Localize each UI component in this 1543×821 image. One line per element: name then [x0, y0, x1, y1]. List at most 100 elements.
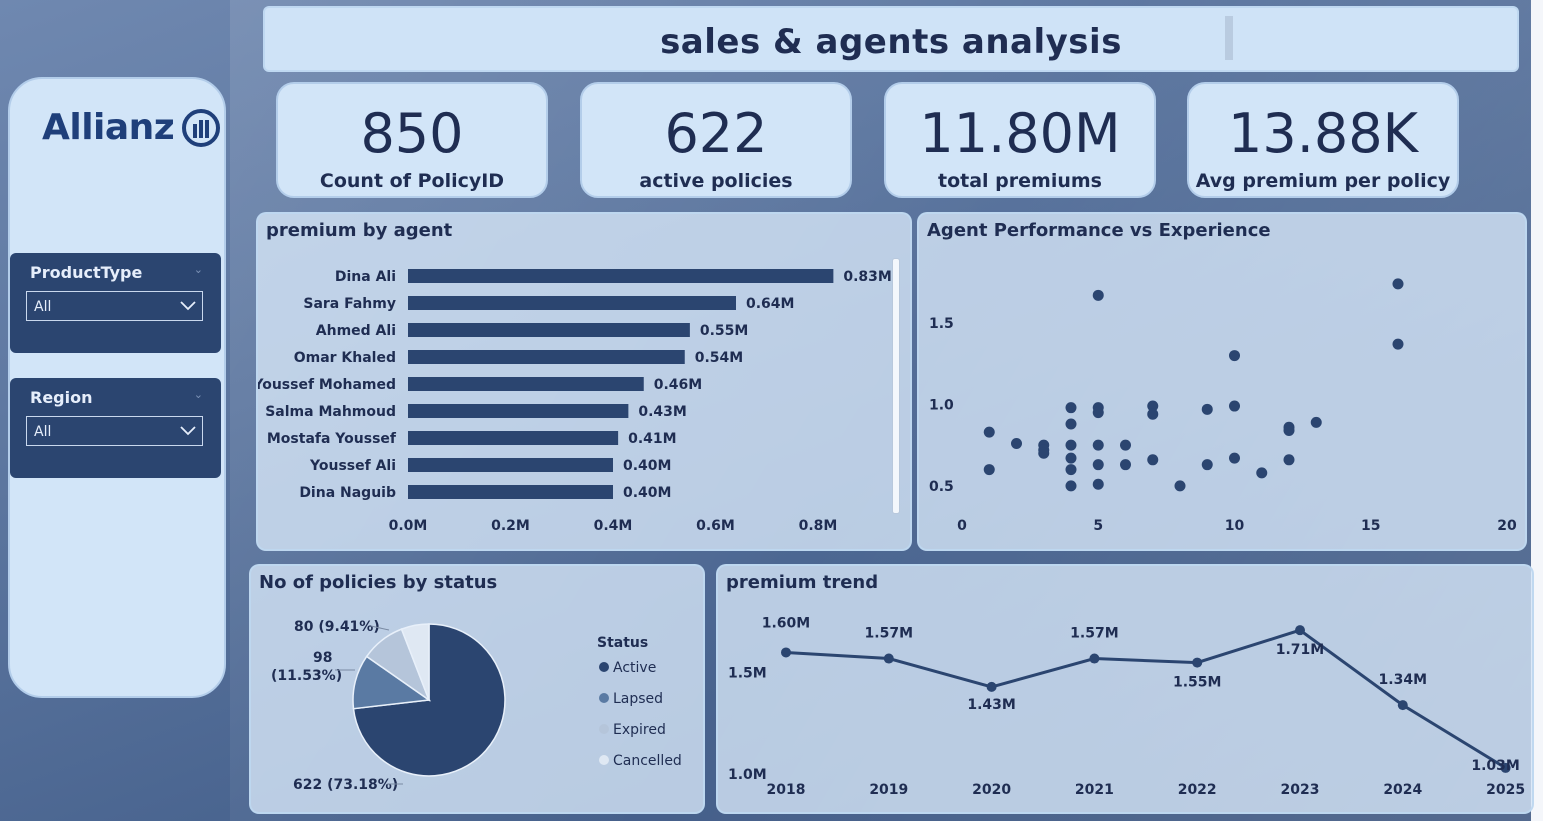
kpi-label: active policies — [639, 170, 793, 192]
kpi-card-total-premiums: 11.80M total premiums — [884, 82, 1156, 198]
premium-by-agent-chart: premium by agent Dina Ali 0.83M Sara Fahmy… — [256, 212, 912, 551]
scatter-point — [1038, 447, 1050, 459]
pie-data-label: (11.53%) — [271, 668, 342, 684]
x-tick-label: 15 — [1361, 518, 1380, 534]
dropdown-value: All — [34, 299, 52, 315]
agent-label: Salma Mahmoud — [265, 404, 396, 420]
x-tick-label: 2025 — [1486, 782, 1525, 798]
scatter-point — [1120, 459, 1131, 471]
x-tick-label: 0 — [957, 518, 967, 534]
trend-data-label: 1.71M — [1276, 642, 1324, 658]
trend-point — [1295, 625, 1305, 636]
scatter-point — [983, 426, 995, 438]
bar-chart-canvas: Dina Ali 0.83M Sara Fahmy 0.64M Ahmed Ali 0.5… — [258, 269, 892, 534]
x-tick-label: 0.6M — [696, 518, 735, 534]
legend-item: Cancelled — [613, 753, 682, 769]
pie-leader-line — [370, 625, 390, 631]
trend-data-label: 1.57M — [1070, 626, 1118, 642]
clear-filter-icon[interactable]: ⌄ — [193, 388, 203, 401]
bar-data-label: 0.40M — [623, 485, 671, 501]
scatter-point — [1092, 289, 1104, 301]
scatter-point — [1065, 418, 1077, 430]
kpi-label: Count of PolicyID — [319, 170, 505, 192]
product-type-slicer: ProductType ⌄ All — [10, 253, 221, 353]
trend-data-label: 1.57M — [865, 626, 913, 642]
agent-label: Dina Ali — [335, 269, 396, 285]
kpi-label: total premiums — [938, 170, 1102, 192]
scatter-point — [1201, 459, 1213, 471]
agent-bar — [408, 323, 690, 337]
legend-item: Lapsed — [613, 691, 663, 707]
x-tick-label: 2018 — [767, 782, 806, 798]
line-chart-canvas: 1.0M 1.5M 1.60M 2018 1.57M 2019 1.43M 2020 1.57M… — [728, 615, 1525, 798]
kpi-value: 13.88K — [1227, 102, 1418, 165]
agent-label: Mostafa Youssef — [267, 431, 397, 447]
trend-point — [883, 653, 894, 664]
page-title-bar: sales & agents analysis — [263, 6, 1519, 72]
bar-data-label: 0.54M — [695, 350, 743, 366]
scatter-point — [1092, 407, 1104, 419]
scatter-point — [1092, 459, 1104, 471]
chart-title: No of policies by status — [259, 572, 498, 593]
kpi-value: 11.80M — [919, 102, 1121, 165]
scatter-point — [1229, 400, 1240, 412]
x-tick-label: 0.8M — [799, 518, 838, 534]
trend-data-label: 1.43M — [967, 697, 1015, 713]
chart-scrollbar[interactable] — [892, 258, 900, 514]
trend-data-label: 1.34M — [1379, 672, 1427, 688]
y-tick-label: 1.5 — [929, 316, 954, 332]
agent-label: Youssef Ali — [309, 458, 396, 474]
scatter-point — [1392, 338, 1404, 350]
legend-marker — [599, 755, 609, 765]
y-tick-label: 1.5M — [728, 666, 767, 682]
pie-slice — [400, 623, 430, 701]
x-tick-label: 20 — [1497, 518, 1517, 534]
trend-point — [1089, 653, 1100, 664]
agent-bar — [408, 269, 834, 283]
agent-bar — [408, 377, 644, 391]
scatter-point — [1065, 452, 1077, 464]
pie-data-label: 622 (73.18%) — [293, 777, 398, 793]
chart-title: Agent Performance vs Experience — [927, 220, 1271, 241]
scatter-point — [1120, 439, 1131, 451]
policies-by-status-chart: No of policies by status 622 (73.18%) 98 (… — [249, 564, 705, 814]
kpi-card-avg-premium: 13.88K Avg premium per policy — [1187, 82, 1459, 198]
scatter-point — [1283, 454, 1295, 466]
slicer-label-region: Region — [30, 388, 93, 407]
product-type-dropdown[interactable]: All — [26, 291, 203, 321]
pie-data-label: 80 (9.41%) — [294, 619, 380, 635]
x-tick-label: 2021 — [1075, 782, 1114, 798]
x-tick-label: 5 — [1093, 518, 1103, 534]
premium-trend-chart: premium trend 1.0M 1.5M 1.60M 2018 1.57M 2019… — [716, 564, 1534, 814]
allianz-logo-icon — [182, 108, 221, 147]
trend-data-label: 1.60M — [762, 615, 810, 631]
kpi-card-policy-count: 850 Count of PolicyID — [276, 82, 548, 198]
agent-bar — [408, 431, 619, 445]
scatter-point — [1092, 439, 1104, 451]
clear-filter-icon[interactable]: ⌄ — [193, 263, 203, 276]
trend-point — [1192, 657, 1203, 668]
trend-data-label: 1.03M — [1471, 758, 1519, 774]
scatter-point — [1011, 438, 1022, 450]
scatter-point — [1065, 402, 1077, 414]
scatter-point — [1392, 278, 1404, 290]
agent-bar — [408, 350, 685, 364]
scatter-point — [1147, 408, 1159, 420]
agent-label: Ahmed Ali — [316, 323, 396, 339]
region-dropdown[interactable]: All — [26, 416, 203, 446]
bar-data-label: 0.55M — [700, 323, 748, 339]
legend-title: Status — [597, 635, 648, 651]
agent-bar — [408, 404, 629, 418]
agent-bar — [408, 458, 613, 472]
y-tick-label: 1.0M — [728, 767, 767, 783]
title-divider — [1225, 16, 1233, 60]
kpi-card-active-policies: 622 active policies — [580, 82, 852, 198]
agent-bar — [408, 485, 613, 499]
x-tick-label: 2024 — [1383, 782, 1422, 798]
scatter-point — [1174, 480, 1186, 492]
chevron-down-icon — [180, 301, 196, 311]
bar-data-label: 0.43M — [638, 404, 686, 420]
legend-marker — [599, 693, 609, 703]
scatter-chart-canvas: 0 5 10 15 20 0.5 1.0 1.5 — [929, 278, 1517, 534]
x-tick-label: 2023 — [1281, 782, 1320, 798]
